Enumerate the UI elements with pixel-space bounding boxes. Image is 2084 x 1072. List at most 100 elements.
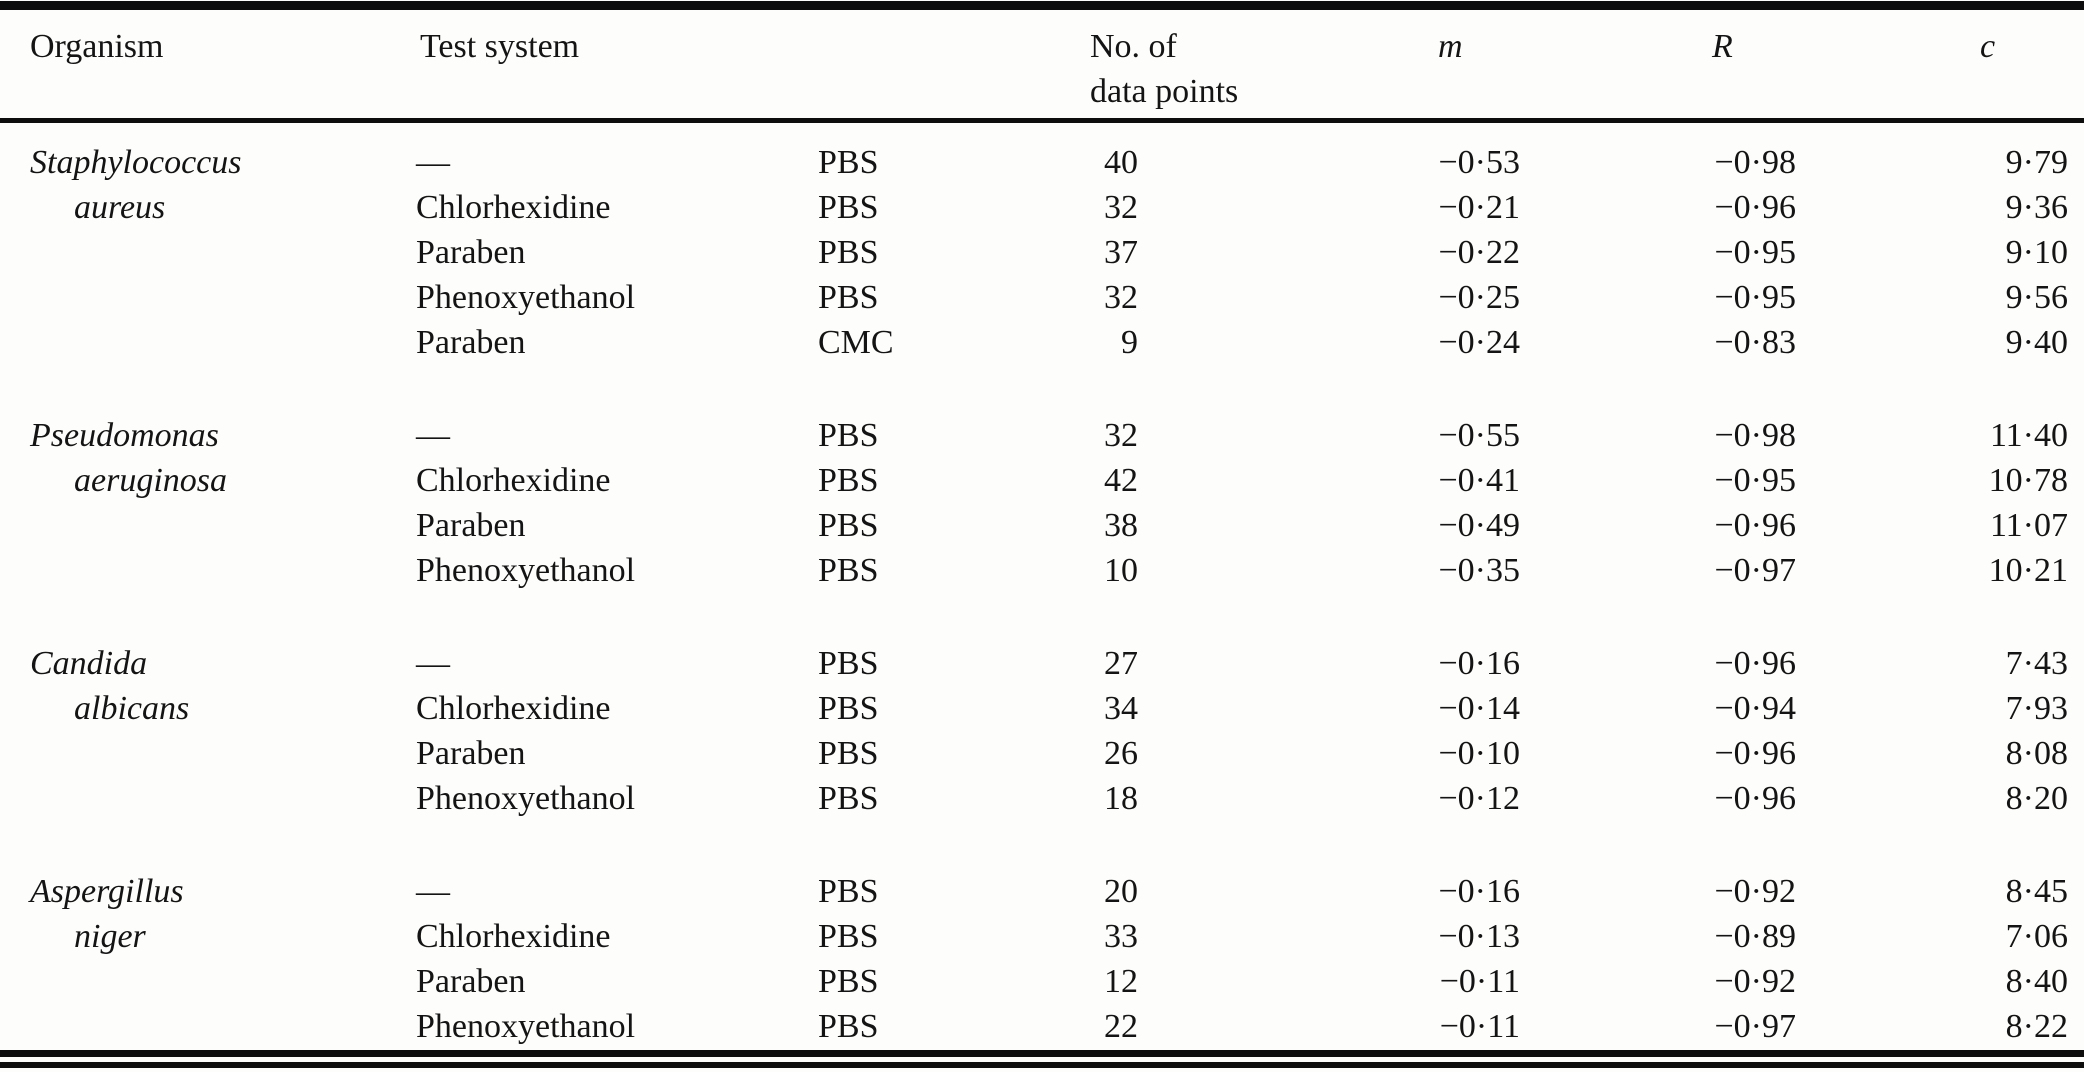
table-row: Phenoxyethanol PBS 18 −0·12 −0·96 8·20 (28, 776, 2068, 821)
column-header-no-of-data-points-line1: No. of (1090, 28, 1177, 65)
organism-name-cell: albicans (74, 690, 190, 727)
table-row: Paraben CMC 9 −0·24 −0·83 9·40 (28, 320, 2068, 365)
m-value-cell: −0·16 (1438, 645, 1521, 682)
data-points-cell: 10 (1104, 552, 1138, 589)
organism-name-cell: Aspergillus (30, 873, 184, 910)
organism-name-cell (28, 503, 416, 548)
data-points-cell: 26 (1104, 735, 1138, 772)
c-value-cell: 7·93 (2005, 690, 2068, 727)
r-value-cell: −0·96 (1714, 735, 1797, 772)
r-value-cell: −0·96 (1714, 645, 1797, 682)
data-points-cell: 12 (1104, 963, 1138, 1000)
table-row: Phenoxyethanol PBS 10 −0·35 −0·97 10·21 (28, 548, 2068, 593)
medium-cell: PBS (818, 963, 879, 1000)
r-value-cell: −0·89 (1714, 918, 1797, 955)
column-header-m: m (1438, 28, 1463, 65)
c-value-cell: 8·45 (2005, 873, 2068, 910)
column-header-organism: Organism (30, 28, 164, 65)
preservative-cell: Phenoxyethanol (416, 279, 636, 316)
table-row: Phenoxyethanol PBS 22 −0·11 −0·97 8·22 (28, 1004, 2068, 1049)
c-value-cell: 11·07 (1989, 507, 2068, 544)
c-value-cell: 9·10 (2005, 234, 2068, 271)
table-row: aeruginosa Chlorhexidine PBS 42 −0·41 −0·95 10… (28, 458, 2068, 503)
table-body: Staphylococcus — PBS 40 −0·53 −0·98 9·79 aureus… (28, 140, 2068, 1049)
organism-name-cell (28, 776, 416, 821)
organism-group: Pseudomonas — PBS 32 −0·55 −0·98 11·40 aerugino… (28, 413, 2068, 593)
organism-group: Candida — PBS 27 −0·16 −0·96 7·43 albicans Chlor… (28, 641, 2068, 821)
table-row: Phenoxyethanol PBS 32 −0·25 −0·95 9·56 (28, 275, 2068, 320)
m-value-cell: −0·14 (1438, 690, 1521, 727)
c-value-cell: 8·20 (2005, 780, 2068, 817)
r-value-cell: −0·96 (1714, 507, 1797, 544)
table-bottom-rule-inner (0, 1062, 2084, 1068)
medium-cell: PBS (818, 417, 879, 454)
table-row: Pseudomonas — PBS 32 −0·55 −0·98 11·40 (28, 413, 2068, 458)
c-value-cell: 8·08 (2005, 735, 2068, 772)
data-points-cell: 42 (1104, 462, 1138, 499)
m-value-cell: −0·16 (1438, 873, 1521, 910)
data-points-cell: 32 (1104, 279, 1138, 316)
organism-name-cell (28, 230, 416, 275)
r-value-cell: −0·95 (1714, 279, 1797, 316)
c-value-cell: 9·40 (2005, 324, 2068, 361)
medium-cell: PBS (818, 507, 879, 544)
data-points-cell: 20 (1104, 873, 1138, 910)
m-value-cell: −0·24 (1438, 324, 1521, 361)
m-value-cell: −0·11 (1439, 1008, 1520, 1045)
c-value-cell: 7·06 (2005, 918, 2068, 955)
preservative-cell: Chlorhexidine (416, 462, 611, 499)
table-row: Candida — PBS 27 −0·16 −0·96 7·43 (28, 641, 2068, 686)
organism-name-cell (28, 320, 416, 365)
c-value-cell: 9·56 (2005, 279, 2068, 316)
c-value-cell: 9·36 (2005, 189, 2068, 226)
m-value-cell: −0·12 (1438, 780, 1521, 817)
data-points-cell: 32 (1104, 417, 1138, 454)
preservative-cell: — (416, 873, 450, 910)
table-bottom-rule-outer (0, 1050, 2084, 1057)
organism-name-cell: aeruginosa (74, 462, 227, 499)
r-value-cell: −0·92 (1714, 873, 1797, 910)
r-value-cell: −0·97 (1714, 552, 1797, 589)
medium-cell: PBS (818, 873, 879, 910)
preservative-cell: — (416, 645, 450, 682)
data-points-cell: 37 (1104, 234, 1138, 271)
table-header-row: Organism Test system No. of data points … (0, 0, 2084, 118)
c-value-cell: 8·40 (2005, 963, 2068, 1000)
column-header-no-of-data-points: No. of data points (1090, 24, 1238, 114)
organism-name-cell: Pseudomonas (30, 417, 219, 454)
organism-name-cell (28, 548, 416, 593)
table-row: Paraben PBS 12 −0·11 −0·92 8·40 (28, 959, 2068, 1004)
r-value-cell: −0·97 (1714, 1008, 1797, 1045)
r-value-cell: −0·92 (1714, 963, 1797, 1000)
preservative-cell: Phenoxyethanol (416, 780, 636, 817)
r-value-cell: −0·96 (1714, 189, 1797, 226)
m-value-cell: −0·25 (1438, 279, 1521, 316)
r-value-cell: −0·94 (1714, 690, 1797, 727)
medium-cell: CMC (818, 324, 894, 361)
medium-cell: PBS (818, 462, 879, 499)
medium-cell: PBS (818, 735, 879, 772)
preservative-cell: Paraben (416, 324, 526, 361)
data-points-cell: 9 (1121, 324, 1138, 361)
medium-cell: PBS (818, 234, 879, 271)
r-value-cell: −0·96 (1714, 780, 1797, 817)
table-row: Aspergillus — PBS 20 −0·16 −0·92 8·45 (28, 869, 2068, 914)
table-row: niger Chlorhexidine PBS 33 −0·13 −0·89 7·06 (28, 914, 2068, 959)
preservative-cell: — (416, 417, 450, 454)
c-value-cell: 9·79 (2005, 144, 2068, 181)
preservative-cell: Chlorhexidine (416, 189, 611, 226)
medium-cell: PBS (818, 279, 879, 316)
table-row: Paraben PBS 38 −0·49 −0·96 11·07 (28, 503, 2068, 548)
m-value-cell: −0·11 (1439, 963, 1520, 1000)
preservative-cell: Phenoxyethanol (416, 552, 636, 589)
header-separator-rule (0, 118, 2084, 123)
organism-name-cell: Staphylococcus (30, 144, 242, 181)
r-value-cell: −0·95 (1714, 462, 1797, 499)
c-value-cell: 10·21 (1988, 552, 2068, 589)
medium-cell: PBS (818, 918, 879, 955)
organism-group: Staphylococcus — PBS 40 −0·53 −0·98 9·79 aureus… (28, 140, 2068, 365)
organism-name-cell: niger (74, 918, 146, 955)
m-value-cell: −0·49 (1438, 507, 1521, 544)
m-value-cell: −0·10 (1438, 735, 1521, 772)
